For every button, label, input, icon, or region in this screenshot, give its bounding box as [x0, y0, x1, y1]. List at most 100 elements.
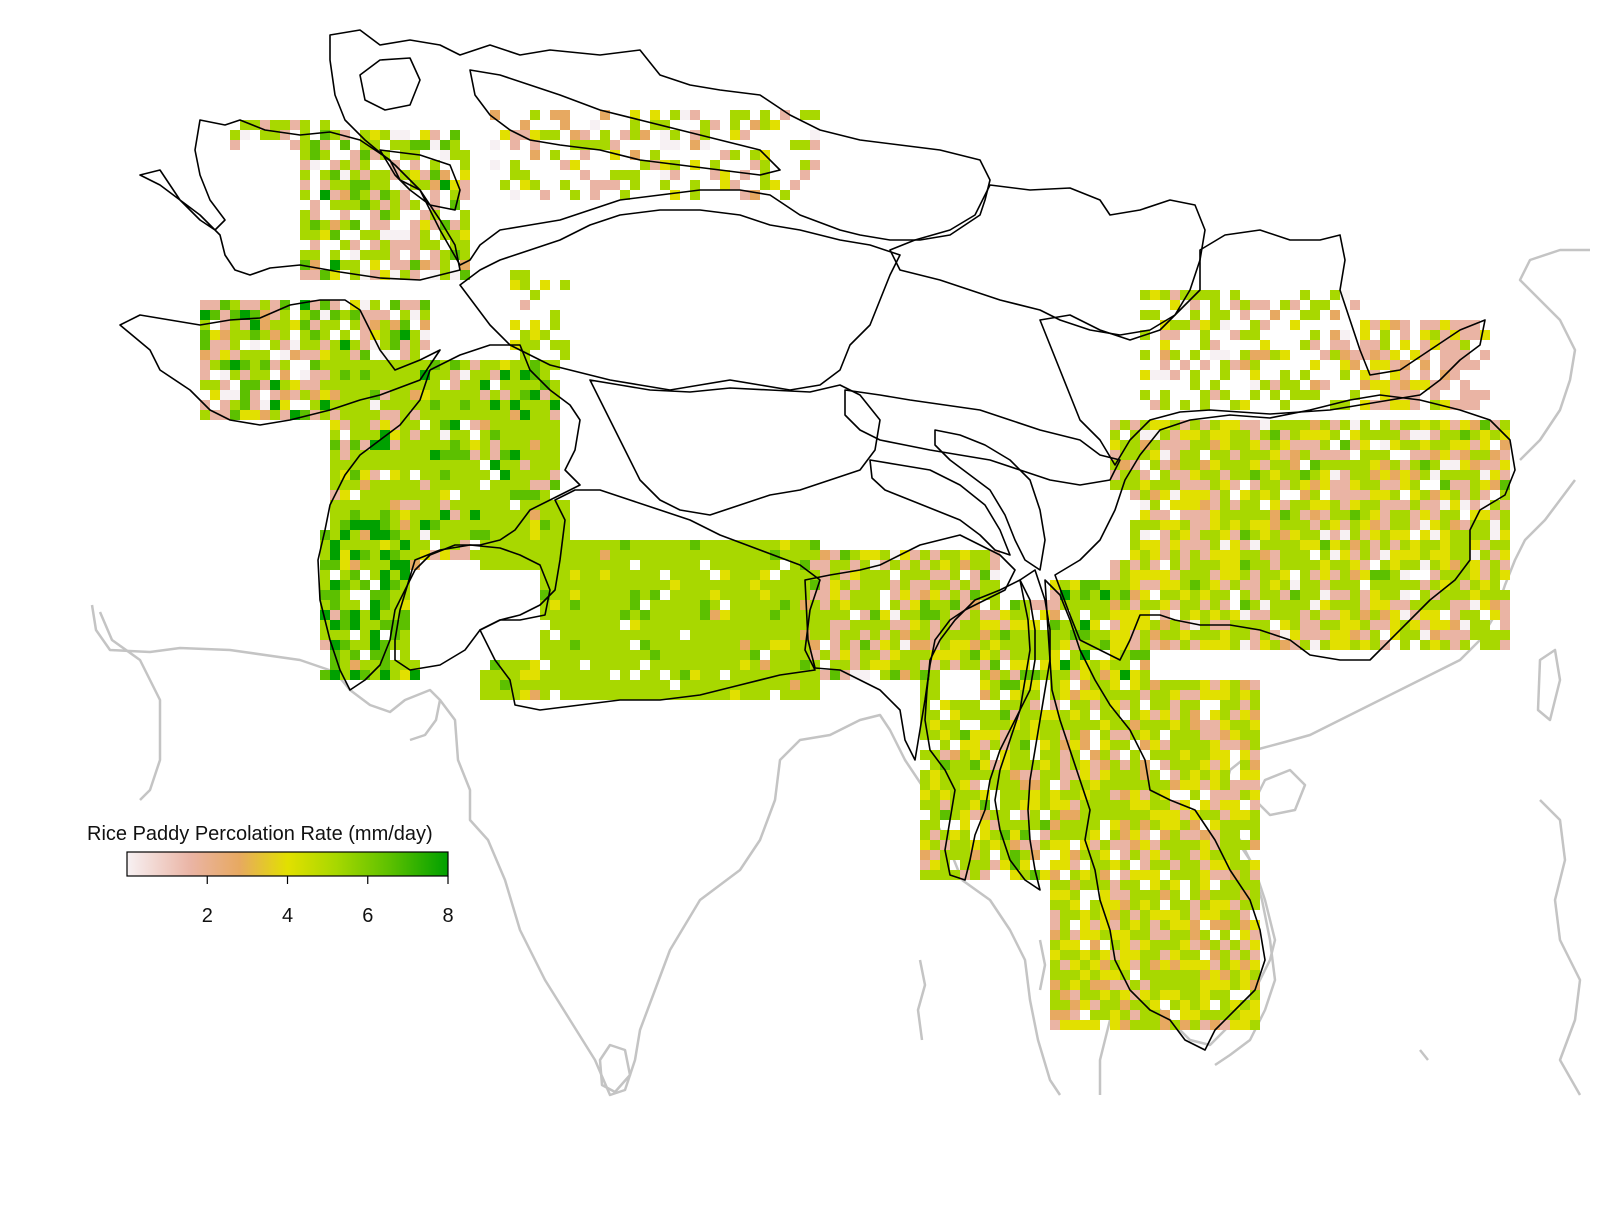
raster-cell [1210, 690, 1220, 700]
raster-cell [1320, 300, 1330, 310]
raster-cell [410, 330, 420, 340]
raster-cell [480, 490, 490, 500]
raster-cell [330, 510, 340, 520]
raster-cell [700, 570, 710, 580]
raster-cell [730, 650, 740, 660]
raster-cell [700, 680, 710, 690]
raster-cell [850, 600, 860, 610]
raster-cell [370, 410, 380, 420]
raster-cell [440, 500, 450, 510]
raster-cell [710, 640, 720, 650]
raster-cell [1440, 640, 1450, 650]
raster-cell [390, 580, 400, 590]
raster-cell [1450, 570, 1460, 580]
raster-cell [1210, 830, 1220, 840]
raster-cell [1470, 500, 1480, 510]
raster-cell [1140, 310, 1150, 320]
raster-cell [1130, 600, 1140, 610]
raster-cell [660, 660, 670, 670]
raster-cell [1060, 580, 1070, 590]
raster-cell [890, 610, 900, 620]
raster-cell [1320, 530, 1330, 540]
raster-cell [460, 370, 470, 380]
raster-cell [1090, 660, 1100, 670]
raster-cell [1140, 640, 1150, 650]
raster-cell [1280, 480, 1290, 490]
raster-cell [920, 720, 930, 730]
raster-cell [1390, 420, 1400, 430]
raster-cell [1480, 330, 1490, 340]
raster-cell [380, 540, 390, 550]
raster-cell [400, 540, 410, 550]
raster-cell [1040, 790, 1050, 800]
raster-cell [1080, 960, 1090, 970]
raster-cell [940, 660, 950, 670]
raster-cell [1290, 460, 1300, 470]
raster-cell [660, 550, 670, 560]
raster-cell [1180, 640, 1190, 650]
raster-cell [1230, 700, 1240, 710]
raster-cell [1170, 780, 1180, 790]
raster-cell [920, 850, 930, 860]
raster-cell [830, 640, 840, 650]
raster-cell [1440, 580, 1450, 590]
raster-cell [1140, 630, 1150, 640]
raster-cell [1480, 500, 1490, 510]
raster-cell [1250, 700, 1260, 710]
raster-cell [1380, 450, 1390, 460]
raster-cell [1170, 860, 1180, 870]
raster-cell [1220, 510, 1230, 520]
raster-cell [740, 610, 750, 620]
raster-cell [1390, 400, 1400, 410]
raster-cell [1110, 950, 1120, 960]
raster-cell [1050, 880, 1060, 890]
raster-cell [1180, 520, 1190, 530]
raster-cell [1100, 690, 1110, 700]
raster-cell [1190, 740, 1200, 750]
raster-cell [1310, 380, 1320, 390]
raster-cell [390, 410, 400, 420]
raster-cell [780, 610, 790, 620]
raster-cell [1400, 560, 1410, 570]
basin-boundary-balkhash [359, 57, 421, 111]
raster-cell [540, 460, 550, 470]
raster-cell [1290, 520, 1300, 530]
basin-boundary-syr-darya [139, 119, 461, 281]
raster-cell [920, 550, 930, 560]
raster-cell [1130, 850, 1140, 860]
raster-cell [1090, 910, 1100, 920]
raster-cell [690, 620, 700, 630]
raster-cell [1380, 420, 1390, 430]
raster-cell [1170, 760, 1180, 770]
raster-cell [760, 640, 770, 650]
raster-cell [920, 800, 930, 810]
raster-cell [1100, 660, 1110, 670]
raster-cell [370, 150, 380, 160]
raster-cell [390, 520, 400, 530]
raster-cell [520, 480, 530, 490]
raster-cell [880, 630, 890, 640]
raster-cell [1140, 810, 1150, 820]
raster-cell [930, 670, 940, 680]
raster-cell [1190, 960, 1200, 970]
raster-cell [280, 120, 290, 130]
raster-cell [1030, 820, 1040, 830]
raster-cell [920, 560, 930, 570]
raster-cell [1090, 800, 1100, 810]
raster-cell [420, 360, 430, 370]
raster-cell [1300, 450, 1310, 460]
raster-cell [1350, 520, 1360, 530]
raster-cell [840, 590, 850, 600]
raster-cell [650, 660, 660, 670]
raster-cell [1060, 880, 1070, 890]
raster-cell [370, 480, 380, 490]
raster-cell [1040, 870, 1050, 880]
raster-cell [990, 720, 1000, 730]
raster-cell [430, 510, 440, 520]
raster-cell [1460, 610, 1470, 620]
raster-cell [1370, 620, 1380, 630]
raster-cell [560, 340, 570, 350]
raster-cell [1100, 640, 1110, 650]
raster-cell [320, 320, 330, 330]
raster-cell [740, 600, 750, 610]
